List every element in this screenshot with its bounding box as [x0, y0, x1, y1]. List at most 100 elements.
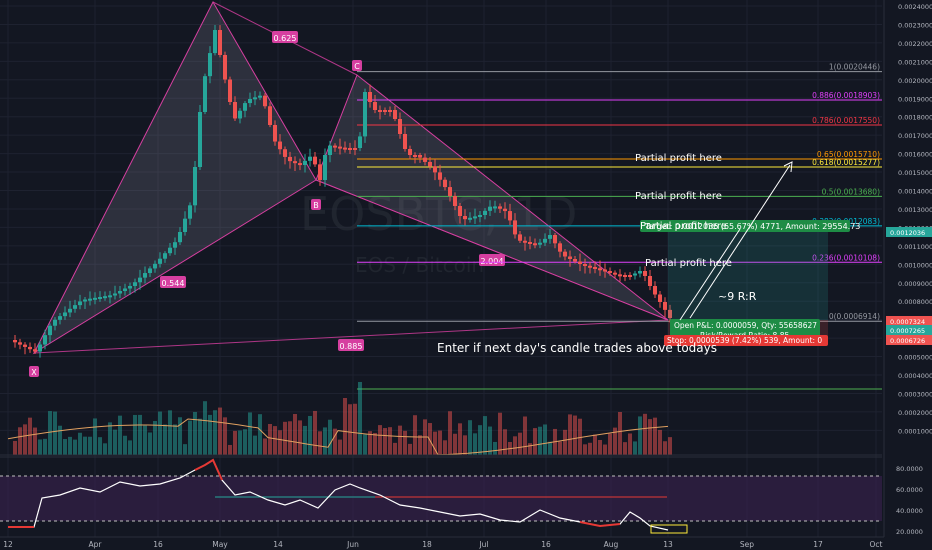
volume-bar — [598, 439, 602, 455]
volume-bar — [133, 414, 137, 455]
candle-body — [223, 55, 227, 80]
candle-body — [188, 205, 192, 219]
annotations[interactable]: Partial profit here Partial profit here Pa… — [437, 153, 793, 355]
volume-bar — [358, 381, 362, 455]
pattern-ratio-badge — [160, 276, 186, 288]
volume-bar — [223, 417, 227, 455]
candle-body — [293, 161, 297, 164]
long-position-tool[interactable]: Target: 0.0012036 (65.67%) 4771, Amount:… — [640, 220, 860, 346]
candle-body — [403, 134, 407, 149]
annotation-text: Partial profit here — [645, 258, 732, 269]
candle-body — [308, 156, 312, 161]
candle-body — [438, 172, 442, 180]
candle-body — [533, 243, 537, 246]
candle-body — [398, 119, 402, 134]
volume-bar — [173, 424, 177, 455]
volume-bar — [583, 444, 587, 455]
volume-bar — [153, 420, 157, 455]
rsi-tick-label: 40.0000 — [896, 507, 923, 515]
candle-body — [388, 110, 392, 112]
volume-bar — [623, 442, 627, 455]
volume-bar — [38, 439, 42, 455]
date-tick-label: 14 — [273, 540, 283, 549]
candle-body — [518, 234, 522, 241]
candle-body — [598, 268, 602, 271]
volume-bar — [323, 427, 327, 455]
volume-bar — [653, 417, 657, 455]
candle-body — [93, 297, 97, 300]
volume-bar — [413, 415, 417, 455]
candle-body — [138, 277, 142, 283]
volume-bar — [353, 403, 357, 455]
target-arrow-head — [783, 161, 793, 173]
position-profit-zone — [668, 232, 828, 320]
annotation-text: Enter if next day's candle trades above … — [437, 341, 717, 355]
candle-body — [108, 295, 112, 298]
candle-body — [663, 302, 667, 310]
candle-body — [23, 344, 27, 347]
price-tick-label: 0.0001000 — [898, 427, 932, 435]
volume-bar — [578, 418, 582, 455]
volume-bar — [533, 428, 537, 455]
volume-bar — [588, 442, 592, 455]
candle-body — [78, 301, 82, 306]
volume-bar — [348, 404, 352, 455]
candle-body — [278, 141, 282, 150]
volume-bar — [298, 420, 302, 455]
price-tick-label: 0.0020000 — [898, 77, 932, 85]
fib-level-label: 1(0.0020446) — [829, 63, 880, 72]
price-tick-label: 0.0003000 — [898, 390, 932, 398]
candle-body — [83, 299, 87, 302]
pattern-point-x-badge — [29, 366, 39, 377]
candle-body — [208, 53, 212, 77]
volume-bar — [233, 430, 237, 455]
rsi-line — [8, 459, 669, 531]
volume-bar — [313, 410, 317, 455]
volume-bar — [618, 411, 622, 455]
price-tick-label: 0.0008000 — [898, 298, 932, 306]
volume-bar — [98, 437, 102, 455]
volume-bar — [43, 438, 47, 455]
candle-body — [98, 297, 102, 299]
candle-body — [263, 95, 267, 107]
pattern-ratio-badge — [338, 339, 364, 351]
volume-bar — [13, 440, 17, 455]
volume-bar — [203, 401, 207, 455]
volume-bar — [473, 433, 477, 455]
rsi-pane[interactable] — [0, 456, 882, 534]
candle-body — [13, 340, 17, 343]
candle-body — [103, 296, 107, 299]
price-tick-label: 0.0021000 — [898, 58, 932, 66]
volume-bar — [568, 414, 572, 455]
candle-body — [28, 346, 32, 350]
price-tag-badge — [886, 325, 932, 335]
price-tick-label: 0.0019000 — [898, 95, 932, 103]
volume-bar — [343, 397, 347, 455]
candle-body — [553, 235, 557, 244]
fib-level-label: 0.786(0.0017550) — [812, 116, 880, 125]
candle-body — [413, 155, 417, 157]
candle-body — [338, 146, 342, 149]
candle-body — [643, 271, 647, 276]
volume-bar — [273, 426, 277, 455]
pattern-ratio-label: 0.544 — [162, 279, 185, 288]
candle-body — [238, 110, 242, 119]
entry-arrow-line — [679, 228, 741, 321]
volume-bar — [573, 415, 577, 455]
volume-bar — [108, 422, 112, 455]
candle-body — [543, 238, 547, 243]
price-tag-badge — [886, 227, 932, 237]
volume-bar — [593, 434, 597, 455]
candle-body — [203, 76, 207, 112]
volume-bar — [33, 427, 37, 455]
volume-bar — [628, 433, 632, 455]
candle-body — [648, 276, 652, 286]
candle-body — [343, 147, 347, 150]
position-open-label: Open P&L: 0.0000059, Qty: 55658627 — [674, 321, 817, 330]
candle-body — [348, 148, 352, 150]
pattern-triangle-xab — [32, 0, 317, 355]
price-tick-label: 0.0013000 — [898, 206, 932, 214]
rsi-tick-label: 20.0000 — [896, 528, 923, 536]
